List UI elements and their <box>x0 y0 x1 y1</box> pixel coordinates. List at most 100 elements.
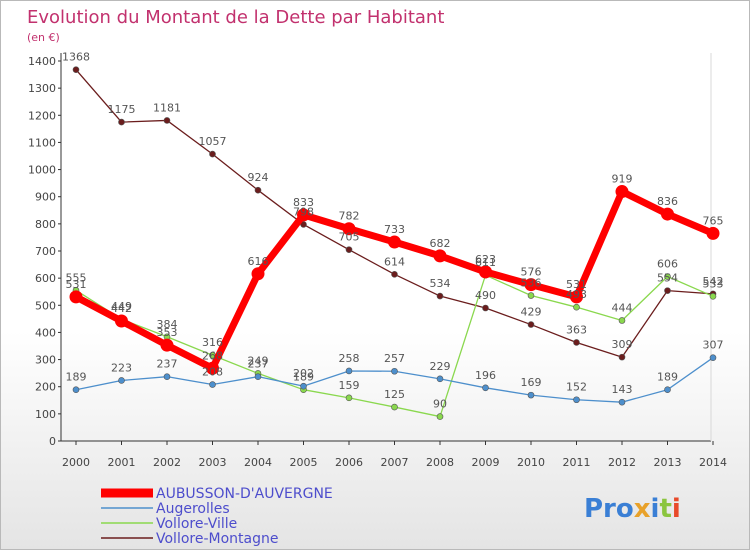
data-label-vollore-montagne: 1175 <box>108 103 136 116</box>
data-label-vollore-montagne: 924 <box>248 171 269 184</box>
data-point-augerolles <box>436 375 444 383</box>
data-label-aubusson-d-auvergne: 623 <box>475 253 496 266</box>
data-label-vollore-montagne: 542 <box>703 275 724 288</box>
data-point-vollore-montagne <box>345 246 353 253</box>
data-point-vollore-ville <box>709 293 717 300</box>
y-tick-label: 1100 <box>28 136 56 149</box>
x-tick-label: 2002 <box>153 456 181 469</box>
data-point-augerolles <box>527 391 535 399</box>
x-tick-label: 2011 <box>563 456 591 469</box>
data-point-vollore-ville <box>391 403 398 411</box>
data-point-augerolles <box>209 381 216 388</box>
data-label-vollore-montagne: 705 <box>339 231 360 244</box>
x-tick-label: 2009 <box>472 456 500 469</box>
data-label-augerolles: 152 <box>566 381 587 394</box>
data-point-aubusson-d-auvergne <box>251 267 265 281</box>
data-label-aubusson-d-auvergne: 733 <box>384 223 405 236</box>
data-label-vollore-ville: 316 <box>202 336 223 349</box>
legend-label: Vollore-Montagne <box>156 531 278 547</box>
y-tick-label: 1400 <box>28 55 56 68</box>
data-point-aubusson-d-auvergne <box>524 278 538 292</box>
data-label-aubusson-d-auvergne: 836 <box>657 195 678 208</box>
data-point-vollore-montagne <box>254 186 262 194</box>
data-point-vollore-montagne <box>72 66 80 73</box>
data-label-vollore-montagne: 554 <box>657 272 678 285</box>
data-label-vollore-ville: 611 <box>475 256 496 269</box>
legend: AUBUSSON-D'AUVERGNEAugerollesVollore-Vil… <box>101 486 333 547</box>
legend-label: AUBUSSON-D'AUVERGNE <box>156 486 333 502</box>
data-label-vollore-ville: 189 <box>293 371 314 384</box>
data-point-augerolles <box>391 367 398 375</box>
data-point-augerolles <box>72 386 80 394</box>
data-label-augerolles: 189 <box>657 371 678 384</box>
x-tick-label: 2008 <box>426 456 454 469</box>
data-point-aubusson-d-auvergne <box>342 222 356 236</box>
data-label-vollore-montagne: 490 <box>475 289 496 302</box>
x-tick-label: 2014 <box>699 456 727 469</box>
data-label-augerolles: 237 <box>248 358 269 371</box>
data-point-augerolles <box>573 396 580 404</box>
x-tick-label: 2013 <box>654 456 682 469</box>
data-label-aubusson-d-auvergne: 782 <box>339 210 360 223</box>
data-label-vollore-ville: 533 <box>703 277 724 290</box>
data-label-vollore-ville: 159 <box>339 379 360 392</box>
data-label-augerolles: 202 <box>293 367 314 380</box>
data-label-aubusson-d-auvergne: 268 <box>202 349 223 362</box>
data-label-aubusson-d-auvergne: 616 <box>248 255 269 268</box>
data-label-augerolles: 196 <box>475 369 496 382</box>
data-point-vollore-ville <box>618 317 626 324</box>
axes: 0 100 200 300 400 500 600 700 800 900 1000 1100 1200… <box>28 53 727 469</box>
data-point-vollore-montagne <box>209 150 216 158</box>
data-label-aubusson-d-auvergne: 531 <box>66 278 87 291</box>
data-label-vollore-montagne: 429 <box>521 306 542 319</box>
y-tick-label: 100 <box>35 408 56 421</box>
data-point-aubusson-d-auvergne <box>479 265 492 279</box>
legend-label: Augerolles <box>156 501 230 517</box>
data-point-vollore-montagne <box>118 118 125 126</box>
x-tick-label: 2003 <box>199 456 227 469</box>
data-label-augerolles: 223 <box>111 361 132 374</box>
data-label-augerolles: 257 <box>384 352 405 365</box>
data-point-aubusson-d-auvergne <box>206 361 219 375</box>
data-label-vollore-ville: 555 <box>66 271 87 284</box>
data-label-augerolles: 208 <box>202 366 223 379</box>
data-point-vollore-ville <box>345 394 353 402</box>
data-label-vollore-ville: 449 <box>111 300 132 313</box>
data-label-aubusson-d-auvergne: 765 <box>703 214 724 227</box>
data-label-vollore-montagne: 363 <box>566 323 587 336</box>
y-tick-label: 200 <box>35 381 56 394</box>
data-label-vollore-montagne: 1181 <box>153 101 181 114</box>
logo-text: Proxiti <box>584 494 681 524</box>
data-labels-layer: 1368 1175 1181 1057 924 798 705 614 534 490 429 363… <box>62 51 724 411</box>
data-label-aubusson-d-auvergne: 682 <box>430 237 451 250</box>
data-point-aubusson-d-auvergne <box>115 314 128 328</box>
data-point-augerolles <box>618 398 626 406</box>
data-point-aubusson-d-auvergne <box>160 338 174 352</box>
data-point-vollore-montagne <box>573 339 580 346</box>
data-label-augerolles: 189 <box>66 371 87 384</box>
data-label-aubusson-d-auvergne: 442 <box>111 302 132 315</box>
data-point-augerolles <box>709 354 717 361</box>
data-point-aubusson-d-auvergne <box>661 207 674 221</box>
x-tick-label: 2004 <box>244 456 272 469</box>
data-label-augerolles: 143 <box>612 383 633 396</box>
x-tick-label: 2012 <box>608 456 636 469</box>
y-tick-label: 1200 <box>28 109 56 122</box>
data-label-augerolles: 169 <box>521 376 542 389</box>
x-tick-label: 2007 <box>381 456 409 469</box>
x-tick-label: 2010 <box>517 456 545 469</box>
data-point-vollore-montagne <box>664 287 671 294</box>
data-label-aubusson-d-auvergne: 353 <box>157 326 178 339</box>
data-point-augerolles <box>118 377 125 384</box>
data-label-vollore-ville: 606 <box>657 258 678 271</box>
data-point-aubusson-d-auvergne <box>570 290 583 304</box>
data-label-vollore-ville: 90 <box>433 398 447 411</box>
data-point-augerolles <box>345 367 353 375</box>
data-point-aubusson-d-auvergne <box>615 185 629 199</box>
x-tick-label: 2005 <box>290 456 318 469</box>
data-label-vollore-montagne: 614 <box>384 255 405 268</box>
series-layer <box>69 66 720 420</box>
